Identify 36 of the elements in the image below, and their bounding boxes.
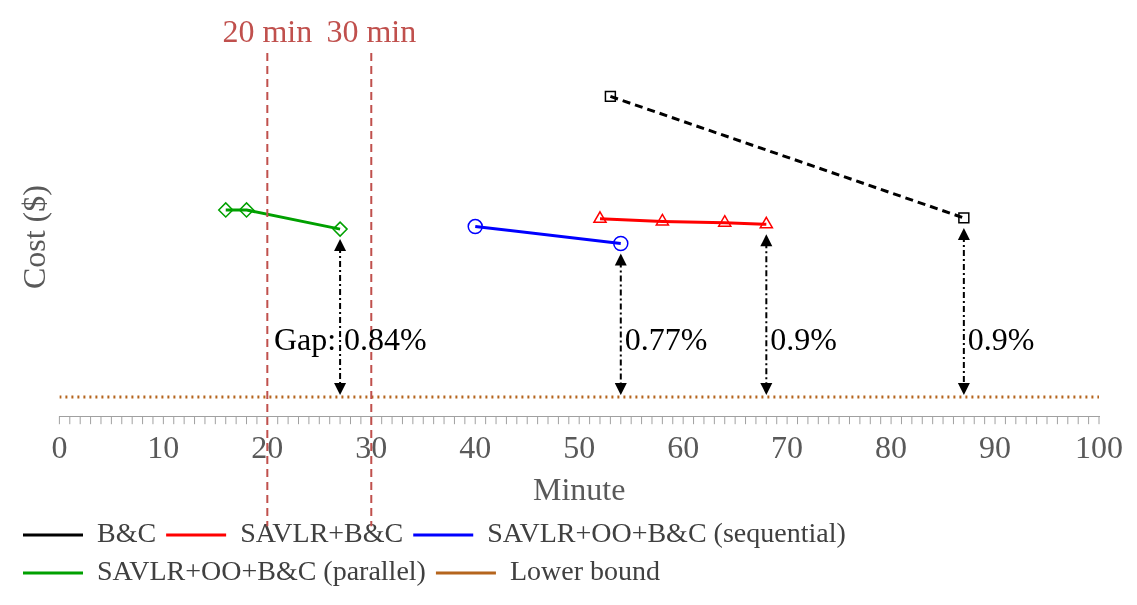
- x-tick-label: 50: [563, 428, 596, 465]
- annotation: 0.84%: [344, 321, 427, 358]
- legend-label: SAVLR+OO+B&C (parallel): [97, 555, 426, 587]
- annotation: 0.77%: [624, 321, 708, 358]
- annotation: 0.9%: [770, 321, 837, 358]
- point: [238, 202, 255, 218]
- x-tick-label: 80: [875, 428, 908, 465]
- x-tick-label: 60: [667, 428, 700, 465]
- x-tick-label: 20: [251, 428, 284, 465]
- point: [717, 214, 732, 227]
- x-tick-label: 90: [979, 428, 1012, 465]
- x-tick-label: 0: [51, 428, 68, 465]
- x-tick-label: 70: [771, 428, 804, 465]
- x-tick-label: 100: [1075, 428, 1123, 465]
- point: [604, 90, 617, 103]
- point: [655, 213, 670, 226]
- point: [759, 216, 774, 229]
- point: [613, 235, 629, 252]
- point: [593, 211, 607, 224]
- point: [217, 202, 234, 218]
- ref-line-label: 20 min: [222, 13, 313, 50]
- x-axis-title: Minute: [532, 471, 626, 508]
- legend-label: SAVLR+OO+B&C (sequential): [487, 517, 846, 549]
- point: [467, 218, 483, 235]
- legend-label: Lower bound: [509, 555, 661, 587]
- legend-label: SAVLR+B&C: [240, 517, 404, 549]
- ref-line-label: 30 min: [326, 13, 417, 50]
- annotation: 0.9%: [967, 321, 1035, 358]
- y-axis-title: Cost ($): [15, 185, 52, 290]
- point: [958, 212, 970, 224]
- annotation: Gap:: [273, 321, 337, 358]
- point: [332, 221, 348, 237]
- x-tick-label: 40: [459, 428, 492, 465]
- legend-label: B&C: [97, 517, 157, 549]
- x-tick-label: 30: [355, 428, 388, 465]
- x-tick-label: 10: [147, 428, 180, 465]
